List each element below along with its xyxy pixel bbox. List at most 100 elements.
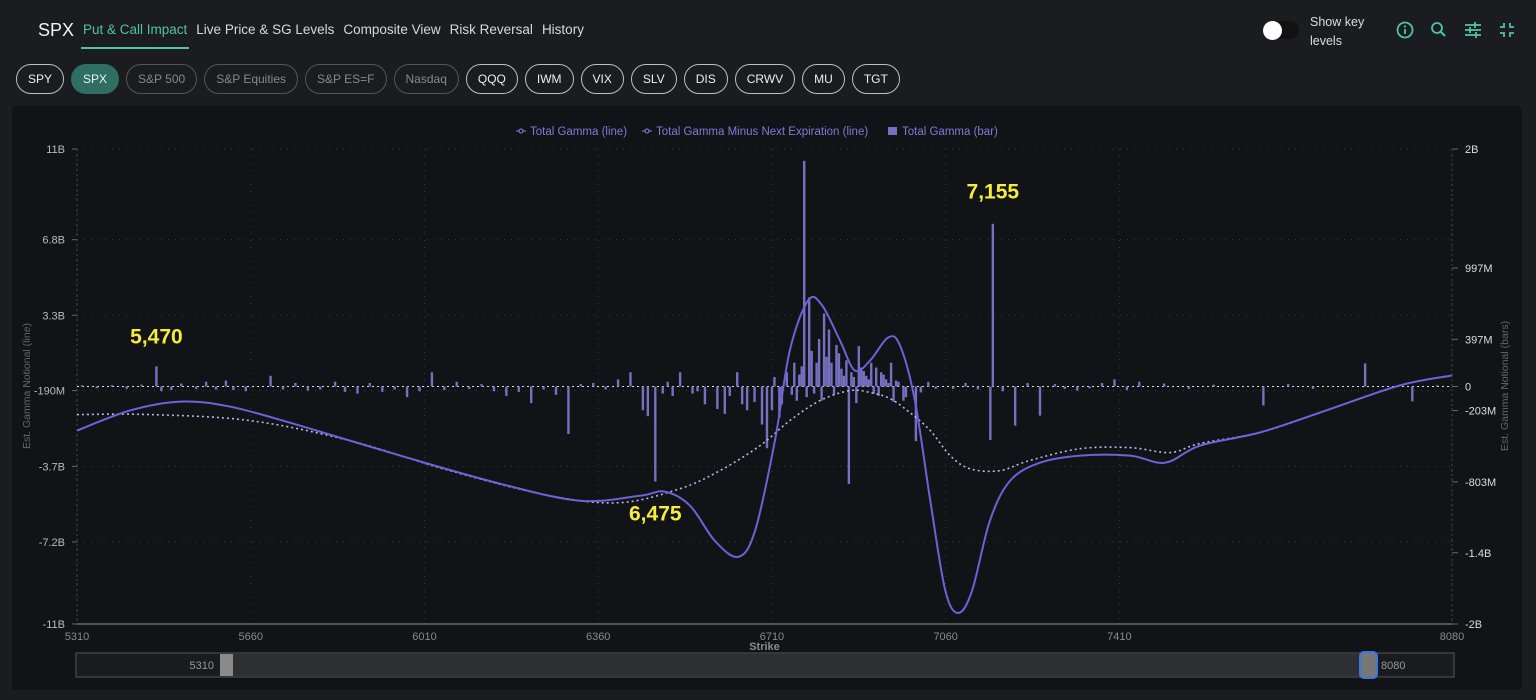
x-tick-label: 6010 (412, 631, 436, 643)
gamma-bar (850, 372, 853, 387)
ticker-pill-nasdaq[interactable]: Nasdaq (393, 64, 459, 94)
ticker-pill-vix[interactable]: VIX (580, 64, 624, 94)
gamma-bar (894, 380, 898, 387)
ticker-pill-spx[interactable]: SPX (71, 64, 120, 94)
gamma-bar (418, 386, 421, 392)
search-icon[interactable] (1430, 21, 1448, 39)
gamma-bar (812, 386, 816, 394)
gamma-bar (405, 386, 409, 398)
gamma-bar (155, 366, 158, 387)
y-left-tick-label: 11B (46, 144, 65, 156)
gamma-bar (691, 386, 694, 394)
gamma-bar (368, 382, 372, 387)
gamma-bar (874, 367, 878, 387)
ticker-pill-s-p-equities[interactable]: S&P Equities (204, 64, 299, 94)
gamma-bar (820, 386, 823, 401)
gamma-bar (927, 381, 930, 387)
gamma-bar (1001, 386, 1004, 392)
collapse-icon[interactable] (1498, 21, 1516, 39)
gamma-bar (877, 386, 880, 396)
gamma-bar (666, 381, 669, 387)
tab-put-call-impact[interactable]: Put & Call Impact (80, 22, 190, 49)
gamma-bar (1311, 386, 1315, 389)
gamma-bar (770, 386, 774, 411)
gamma-bar (616, 379, 620, 387)
gamma-bar (110, 385, 113, 387)
gamma-bar (95, 386, 99, 389)
y-left-axis-title: Est. Gamma Notional (line) (21, 323, 33, 449)
ticker-pill-tgt[interactable]: TGT (851, 64, 900, 94)
show-key-levels-label: Show key levels (1310, 15, 1365, 48)
top-bar: SPX Put & Call Impact Live Price & SG Le… (0, 0, 1536, 56)
total-gamma-minus-next-exp-line (76, 374, 1453, 504)
ticker-pill-qqq[interactable]: QQQ (465, 64, 518, 94)
y-right-tick-label: 997M (1465, 263, 1493, 275)
gamma-bar (778, 386, 781, 418)
zoom-slider-selection[interactable] (226, 654, 1366, 676)
gamma-bar (832, 386, 836, 395)
y-left-tick-label: -11B (43, 619, 65, 631)
y-right-tick-label: -2B (1465, 619, 1482, 631)
gamma-bar (1088, 386, 1091, 389)
zoom-end-handle[interactable] (1359, 651, 1378, 679)
gamma-bar (785, 372, 789, 387)
gamma-bar (795, 386, 798, 401)
gamma-bar (800, 366, 803, 387)
gamma-bar (897, 381, 900, 387)
gamma-bar (840, 368, 843, 387)
ticker-pill-dis[interactable]: DIS (683, 64, 728, 94)
gamma-bar (542, 386, 545, 390)
gamma-bar (892, 386, 895, 402)
y-right-tick-label: 397M (1465, 334, 1493, 346)
symbol-title: SPX (38, 20, 75, 40)
gamma-bar (887, 382, 890, 387)
gamma-bar (1411, 386, 1414, 402)
ticker-pill-s-p-500[interactable]: S&P 500 (126, 64, 198, 94)
gamma-bar (661, 386, 664, 394)
zoom-start-label: 5310 (190, 660, 214, 672)
ticker-pill-spy[interactable]: SPY (16, 64, 65, 94)
gamma-bar (865, 375, 868, 387)
sliders-icon[interactable] (1464, 21, 1482, 39)
gamma-bar (592, 382, 595, 387)
gamma-bar (1262, 386, 1265, 406)
gamma-bar (1076, 386, 1079, 391)
show-key-levels-toggle[interactable] (1263, 21, 1299, 40)
gamma-bar (1038, 386, 1042, 416)
gamma-bar (1138, 381, 1141, 387)
y-right-tick-label: 0 (1465, 382, 1471, 394)
gamma-bar (842, 375, 846, 387)
gamma-bar (793, 362, 796, 387)
tab-composite-view[interactable]: Composite View (343, 22, 441, 37)
gamma-bar (889, 362, 893, 387)
gamma-bar (735, 372, 739, 387)
gamma-bar (810, 350, 813, 387)
ticker-pill-slv[interactable]: SLV (630, 64, 677, 94)
view-tabs: Put & Call Impact Live Price & SG Levels… (80, 22, 584, 49)
y-left-tick-label: -3.7B (39, 461, 65, 473)
gamma-bar (870, 362, 873, 387)
gamma-bar (919, 386, 923, 393)
tab-history[interactable]: History (541, 22, 584, 37)
gamma-bar (140, 384, 143, 387)
ticker-pill-crwv[interactable]: CRWV (734, 64, 796, 94)
zoom-start-handle[interactable] (220, 654, 233, 676)
ticker-pill-mu[interactable]: MU (802, 64, 845, 94)
gamma-bar (805, 386, 808, 398)
gamma-bar (991, 223, 995, 387)
info-icon[interactable] (1396, 21, 1414, 39)
gamma-bar (269, 375, 272, 387)
gamma-bar (641, 386, 645, 411)
ticker-pill-iwm[interactable]: IWM (524, 64, 574, 94)
x-tick-label: 6360 (586, 631, 610, 643)
ticker-pill-s-p-es-f[interactable]: S&P ES=F (305, 64, 387, 94)
y-right-tick-label: -203M (1465, 406, 1496, 418)
tab-live-price-sg-levels[interactable]: Live Price & SG Levels (196, 22, 335, 37)
gamma-bar (430, 372, 434, 387)
gamma-bar (604, 386, 607, 390)
gamma-bar (214, 386, 218, 390)
gamma-bar (224, 380, 228, 387)
tab-risk-reversal[interactable]: Risk Reversal (449, 22, 533, 37)
x-tick-label: 5660 (238, 631, 262, 643)
